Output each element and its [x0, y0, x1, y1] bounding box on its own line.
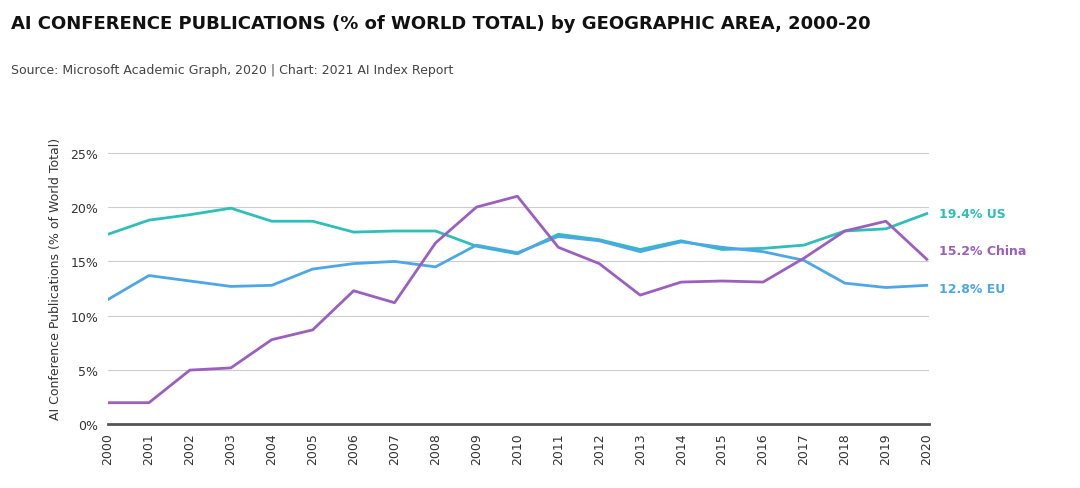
Text: Source: Microsoft Academic Graph, 2020 | Chart: 2021 AI Index Report: Source: Microsoft Academic Graph, 2020 |…	[11, 63, 454, 77]
Y-axis label: AI Conference Publications (% of World Total): AI Conference Publications (% of World T…	[49, 138, 62, 419]
Text: 19.4% US: 19.4% US	[939, 208, 1005, 221]
Text: AI CONFERENCE PUBLICATIONS (% of WORLD TOTAL) by GEOGRAPHIC AREA, 2000-20: AI CONFERENCE PUBLICATIONS (% of WORLD T…	[11, 15, 870, 33]
Text: 15.2% China: 15.2% China	[939, 244, 1026, 258]
Text: 12.8% EU: 12.8% EU	[939, 283, 1005, 296]
